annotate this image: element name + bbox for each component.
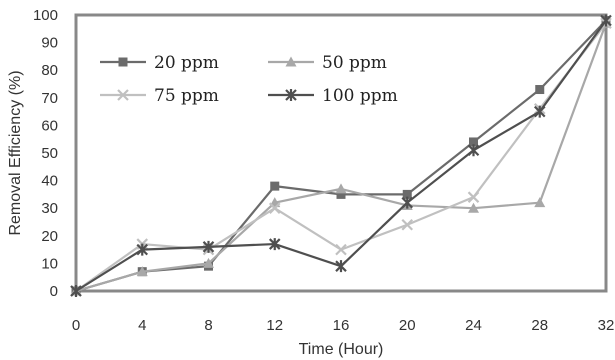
data-point-3 [335,260,347,273]
data-point-1 [468,202,479,213]
y-tick-label: 100 [33,7,58,24]
y-tick-label: 30 [41,200,58,217]
data-point-1 [136,266,148,277]
data-point-0 [336,189,346,199]
data-point-3 [533,105,546,118]
legend-marker [285,89,297,101]
data-point-3 [70,285,82,297]
data-point-2 [467,191,480,203]
data-point-3 [401,196,414,209]
y-tick-label: 80 [41,62,58,79]
data-point-3 [136,243,149,256]
data-point-2 [401,218,414,231]
y-tick-label: 10 [41,255,58,272]
x-tick-label: 20 [399,317,416,334]
y-tick-label: 50 [41,145,58,162]
legend-marker [118,57,128,67]
x-tick-label: 4 [138,317,146,334]
legend-marker [285,56,297,67]
y-tick-label: 0 [50,283,58,300]
data-point-3 [467,144,480,157]
y-tick-label: 40 [41,173,58,190]
y-tick-label: 70 [41,90,58,107]
y-tick-label: 90 [41,35,58,52]
x-tick-label: 0 [72,317,80,334]
data-point-0 [469,137,478,147]
x-tick-label: 32 [598,317,615,334]
x-axis-title: Time (Hour) [299,341,384,358]
data-point-2 [268,202,281,214]
legend-marker [117,89,129,101]
legend-label: 75 ppm [154,86,219,106]
legend-label: 100 ppm [322,86,398,106]
y-tick-label: 20 [41,228,58,245]
data-point-1 [335,183,347,194]
x-tick-label: 12 [266,317,283,334]
x-tick-label: 8 [204,317,212,334]
data-point-3 [600,14,612,27]
x-tick-label: 16 [333,317,350,334]
x-tick-label: 24 [465,317,482,334]
data-point-0 [535,85,545,95]
data-point-1 [203,257,214,268]
data-point-2 [335,243,347,256]
y-axis-title: Removal Efficiency (%) [7,70,24,235]
legend-label: 50 ppm [322,53,387,73]
legend-label: 20 ppm [154,53,219,73]
data-point-3 [202,240,215,253]
data-point-0 [402,189,412,199]
x-tick-label: 28 [531,317,548,334]
y-tick-label: 60 [41,117,58,134]
data-point-0 [270,181,280,191]
data-point-1 [534,197,546,208]
data-point-3 [268,238,281,251]
